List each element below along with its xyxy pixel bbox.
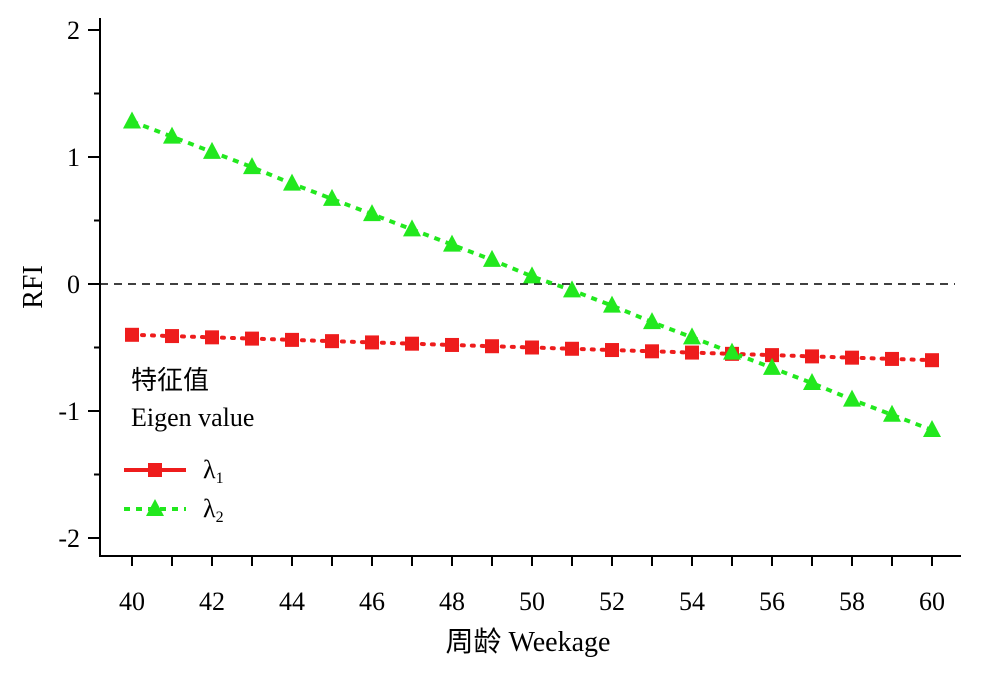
x-tick-label: 50 bbox=[519, 587, 545, 616]
series-1-point bbox=[285, 332, 299, 347]
y-axis-title: RFI bbox=[18, 265, 49, 309]
series-1-point bbox=[325, 334, 339, 349]
series-2-point bbox=[683, 327, 701, 345]
series-1-point bbox=[245, 331, 259, 346]
legend-title-line2: Eigen value bbox=[131, 403, 254, 432]
series-2-point bbox=[243, 157, 261, 175]
legend-marker-lambda1 bbox=[148, 463, 162, 477]
series-2-point bbox=[603, 295, 621, 313]
x-tick-label: 44 bbox=[279, 587, 305, 616]
series-1-point bbox=[205, 330, 219, 345]
x-tick-label: 42 bbox=[199, 587, 225, 616]
series-1-point bbox=[765, 348, 779, 363]
series-2-point bbox=[483, 249, 501, 267]
series-2-point bbox=[123, 111, 141, 129]
series-1-point bbox=[925, 353, 939, 368]
series-2-point bbox=[203, 141, 221, 159]
x-tick-label: 56 bbox=[759, 587, 785, 616]
series-1-point bbox=[445, 337, 459, 352]
series-1-point bbox=[165, 329, 179, 344]
x-tick-label: 40 bbox=[119, 587, 145, 616]
series-2-point bbox=[883, 404, 901, 422]
series-1-point bbox=[645, 344, 659, 359]
series-2-point bbox=[523, 266, 541, 284]
x-tick-label: 58 bbox=[839, 587, 865, 616]
legend-symbol-lambda1: λ bbox=[203, 455, 216, 484]
series-2-point bbox=[763, 357, 781, 375]
series-2-point bbox=[923, 420, 941, 438]
legend-subscript-lambda1: 1 bbox=[216, 470, 224, 487]
x-tick-label: 52 bbox=[599, 587, 625, 616]
y-tick-label: 1 bbox=[67, 143, 80, 172]
series-2-point bbox=[643, 312, 661, 330]
y-tick-label: 0 bbox=[67, 270, 80, 299]
series-2-point bbox=[163, 126, 181, 144]
series-1-point bbox=[885, 351, 899, 366]
axes bbox=[99, 18, 961, 557]
series-2-point bbox=[363, 204, 381, 222]
legend-label-lambda1: λ1 bbox=[203, 455, 224, 487]
series-1-point bbox=[405, 336, 419, 351]
series-1-point bbox=[805, 349, 819, 364]
series-1-point bbox=[565, 341, 579, 356]
series-2-point bbox=[843, 389, 861, 407]
series-2-point bbox=[723, 342, 741, 360]
y-tick-label: 2 bbox=[67, 16, 80, 45]
x-tick-label: 48 bbox=[439, 587, 465, 616]
legend-label-lambda2: λ2 bbox=[203, 494, 224, 526]
x-tick-label: 46 bbox=[359, 587, 385, 616]
legend: 特征值 Eigen value λ1 λ2 bbox=[124, 366, 254, 526]
legend-symbol-lambda2: λ bbox=[203, 494, 216, 523]
series-1-point bbox=[845, 350, 859, 365]
x-tick-label: 54 bbox=[679, 587, 705, 616]
series-2-point bbox=[803, 373, 821, 391]
legend-marker-lambda2 bbox=[146, 499, 164, 516]
y-tick-label: -1 bbox=[58, 397, 80, 426]
x-axis-title: 周龄 Weekage bbox=[446, 626, 611, 658]
series-1-point bbox=[485, 339, 499, 354]
series-2-point bbox=[403, 219, 421, 237]
series-1-point bbox=[605, 343, 619, 358]
series-2-point bbox=[443, 234, 461, 252]
x-tick-label: 60 bbox=[919, 587, 945, 616]
series-2-point bbox=[323, 188, 341, 206]
series-2-point bbox=[283, 173, 301, 191]
series-1-point bbox=[525, 340, 539, 355]
series-1-point bbox=[365, 335, 379, 350]
legend-subscript-lambda2: 2 bbox=[216, 509, 224, 526]
series-2-point bbox=[563, 280, 581, 298]
series-1-point bbox=[685, 345, 699, 360]
series-1-point bbox=[125, 327, 139, 342]
legend-title-line1: 特征值 bbox=[131, 366, 209, 395]
y-tick-label: -2 bbox=[58, 524, 80, 553]
